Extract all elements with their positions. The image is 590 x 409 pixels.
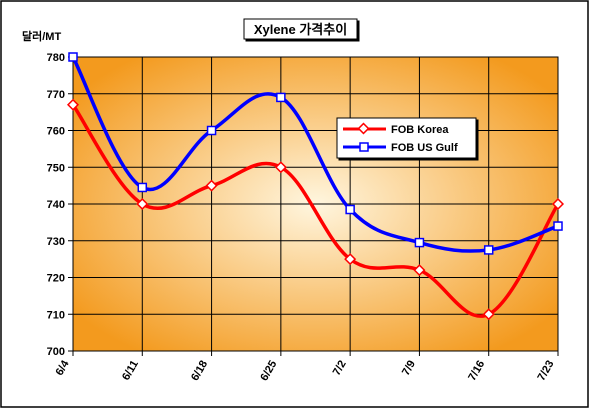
y-tick-label: 760 [47,126,65,138]
y-tick-label: 730 [47,236,65,248]
data-point-fob-korea [344,253,357,266]
data-point-fob-korea [66,98,80,111]
legend-label-fob-us-gulf: FOB US Gulf [391,142,458,154]
legend-label-fob-korea: FOB Korea [391,124,449,136]
chart-title-box: Xylene 가격추이 [243,18,358,40]
data-point-fob-korea [274,161,287,174]
y-tick-label: 740 [47,199,65,211]
y-axis-label: 달러/MT [22,29,61,43]
chart-title: Xylene 가격추이 [254,22,347,37]
legend: FOB Korea FOB US Gulf [336,117,477,159]
y-tick-label: 780 [47,52,65,64]
data-point-fob-korea [482,308,495,321]
y-tick-label: 700 [47,346,65,358]
data-point-fob-us-gulf [68,52,78,62]
data-point-fob-us-gulf [483,245,494,255]
data-point-fob-us-gulf [137,182,148,193]
y-tick-label: 750 [47,162,65,174]
data-point-fob-us-gulf [553,221,563,231]
data-point-fob-us-gulf [276,92,286,103]
legend-marker-fob-us-gulf [359,142,369,152]
legend-marker-fob-korea [357,122,370,135]
y-tick-label: 770 [47,89,65,101]
data-point-fob-korea [205,179,218,192]
data-point-fob-us-gulf [206,125,217,136]
data-point-fob-us-gulf [414,237,425,248]
y-tick-label: 710 [47,309,65,321]
data-point-fob-korea [413,264,426,277]
y-tick-label: 720 [47,273,65,285]
data-point-fob-us-gulf [345,204,355,215]
data-point-fob-korea [551,197,565,211]
series-lines [66,52,565,321]
data-point-fob-korea [136,197,149,211]
